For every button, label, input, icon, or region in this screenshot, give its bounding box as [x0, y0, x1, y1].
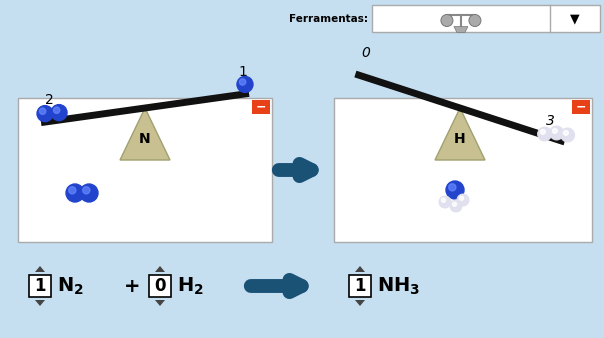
FancyBboxPatch shape — [572, 100, 590, 114]
FancyBboxPatch shape — [149, 275, 171, 297]
FancyBboxPatch shape — [29, 275, 51, 297]
Circle shape — [39, 108, 46, 115]
Circle shape — [66, 184, 84, 202]
Circle shape — [561, 128, 574, 142]
Polygon shape — [454, 26, 468, 32]
Text: −: − — [255, 100, 266, 114]
Polygon shape — [35, 266, 45, 272]
FancyBboxPatch shape — [349, 275, 371, 297]
Circle shape — [439, 196, 451, 208]
Polygon shape — [35, 300, 45, 306]
Circle shape — [457, 194, 469, 206]
Text: 0: 0 — [154, 277, 165, 295]
Circle shape — [541, 129, 545, 134]
Text: N: N — [139, 132, 151, 146]
Polygon shape — [155, 300, 165, 306]
Circle shape — [469, 15, 481, 26]
Circle shape — [442, 198, 446, 202]
Text: 1: 1 — [239, 65, 248, 79]
Circle shape — [441, 15, 453, 26]
Polygon shape — [155, 266, 165, 272]
FancyBboxPatch shape — [252, 100, 270, 114]
Circle shape — [564, 130, 568, 135]
Text: $\mathregular{NH_3}$: $\mathregular{NH_3}$ — [377, 275, 420, 297]
Polygon shape — [355, 266, 365, 272]
Circle shape — [450, 200, 462, 212]
Text: 0: 0 — [361, 46, 370, 60]
Text: −: − — [576, 100, 586, 114]
Text: ▼: ▼ — [570, 12, 580, 25]
Circle shape — [69, 187, 76, 194]
FancyBboxPatch shape — [372, 5, 600, 32]
Circle shape — [550, 126, 564, 140]
Circle shape — [83, 187, 90, 194]
Circle shape — [51, 105, 67, 121]
FancyBboxPatch shape — [334, 98, 592, 242]
Circle shape — [446, 181, 464, 199]
Circle shape — [80, 184, 98, 202]
Polygon shape — [120, 108, 170, 160]
Text: Ferramentas:: Ferramentas: — [289, 14, 368, 24]
Circle shape — [553, 128, 557, 134]
Text: 3: 3 — [546, 114, 555, 128]
Circle shape — [37, 105, 53, 122]
Circle shape — [53, 107, 60, 114]
Text: $\mathregular{H_2}$: $\mathregular{H_2}$ — [177, 275, 204, 297]
Polygon shape — [435, 108, 485, 160]
Circle shape — [237, 76, 253, 92]
Text: H: H — [454, 132, 466, 146]
Text: 1: 1 — [355, 277, 366, 295]
FancyBboxPatch shape — [18, 98, 272, 242]
Circle shape — [239, 79, 246, 85]
Circle shape — [452, 202, 457, 206]
Circle shape — [460, 196, 464, 200]
Circle shape — [449, 184, 456, 191]
Text: 1: 1 — [34, 277, 46, 295]
Text: +: + — [124, 276, 140, 295]
Polygon shape — [355, 300, 365, 306]
Text: 2: 2 — [45, 93, 53, 106]
Circle shape — [538, 127, 551, 141]
Text: $\mathregular{N_2}$: $\mathregular{N_2}$ — [57, 275, 84, 297]
